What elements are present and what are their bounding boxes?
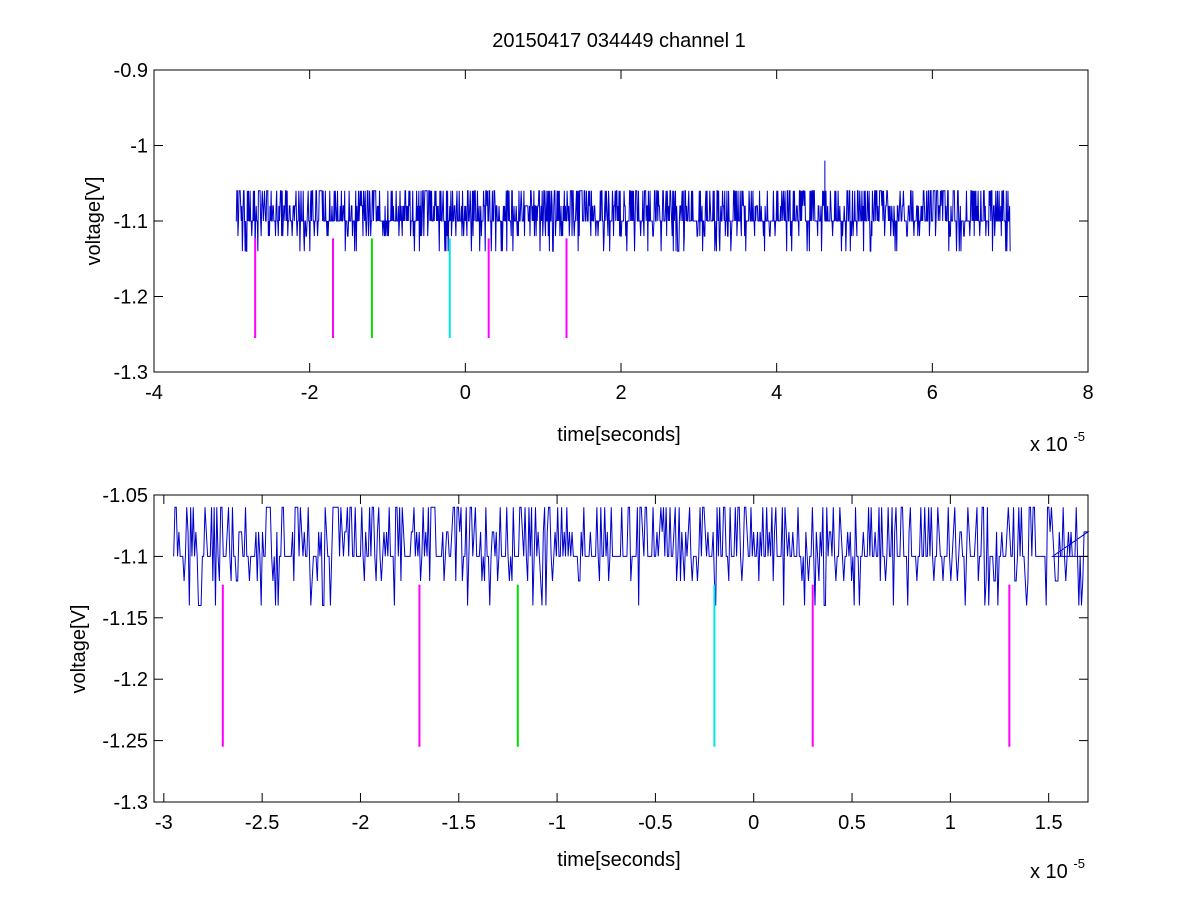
y-tick-label: -1 (130, 136, 148, 158)
signal-trace-1 (235, 160, 1011, 252)
x-tick-label: -1.5 (442, 812, 476, 834)
y-tick-label: -1.05 (102, 485, 148, 507)
x-tick-label: 1.5 (1035, 812, 1063, 834)
y-tick-label: -1.1 (114, 211, 148, 233)
x-exponent-1: x 10 -5 (1030, 429, 1085, 456)
x-tick-label: -0.5 (638, 812, 672, 834)
x-tick-label: -3 (155, 812, 173, 834)
x-axis-label-2: time[seconds] (557, 849, 680, 871)
y-tick-label: -1.3 (114, 362, 148, 384)
y-tick-label: -1.2 (114, 287, 148, 309)
y-tick-label: -0.9 (114, 60, 148, 82)
x-tick-label: -1 (548, 812, 566, 834)
x-exponent-base-2: x 10 (1030, 861, 1068, 883)
x-tick-label: -2 (301, 382, 319, 404)
x-tick-label: 4 (771, 382, 782, 404)
x-tick-label: -2.5 (245, 812, 279, 834)
x-exponent-power-1: -5 (1073, 429, 1085, 444)
x-tick-label: 6 (927, 382, 938, 404)
x-exponent-base-1: x 10 (1030, 434, 1068, 456)
x-exponent-2: x 10 -5 (1030, 856, 1085, 883)
x-tick-label: 1 (945, 812, 956, 834)
y-tick-label: -1.3 (114, 792, 148, 814)
plot-1: -4 -2 0 2 4 6 8 -1.3 -1.2 -1.1 -1 -0.9 time[seconds… (83, 60, 1094, 456)
y-tick-label: -1.1 (114, 546, 148, 568)
plot-2: -3 -2.5 -2 -1.5 -1 -0.5 0 0.5 1 1.5 -1.3 -1.25 -1.2 -… (68, 485, 1090, 883)
x-tick-label: 0 (460, 382, 471, 404)
y-tick-label: -1.2 (114, 669, 148, 691)
axes-box-2 (153, 494, 1089, 803)
x-exponent-power-2: -5 (1073, 856, 1085, 871)
x-tick-label: -2 (352, 812, 370, 834)
figure-title: 20150417 034449 channel 1 (492, 30, 746, 52)
x-axis-label-1: time[seconds] (557, 424, 680, 446)
y-axis-label-1: voltage[V] (83, 177, 105, 266)
x-tick-label: -4 (145, 382, 163, 404)
x-tick-label: 0 (748, 812, 759, 834)
x-tick-label: 8 (1082, 382, 1093, 404)
y-axis-label-2: voltage[V] (68, 605, 90, 694)
x-tick-label: 0.5 (838, 812, 866, 834)
y-tick-label: -1.25 (102, 731, 148, 753)
signal-trace-2 (173, 506, 1090, 607)
x-tick-label: 2 (615, 382, 626, 404)
y-tick-label: -1.15 (102, 608, 148, 630)
